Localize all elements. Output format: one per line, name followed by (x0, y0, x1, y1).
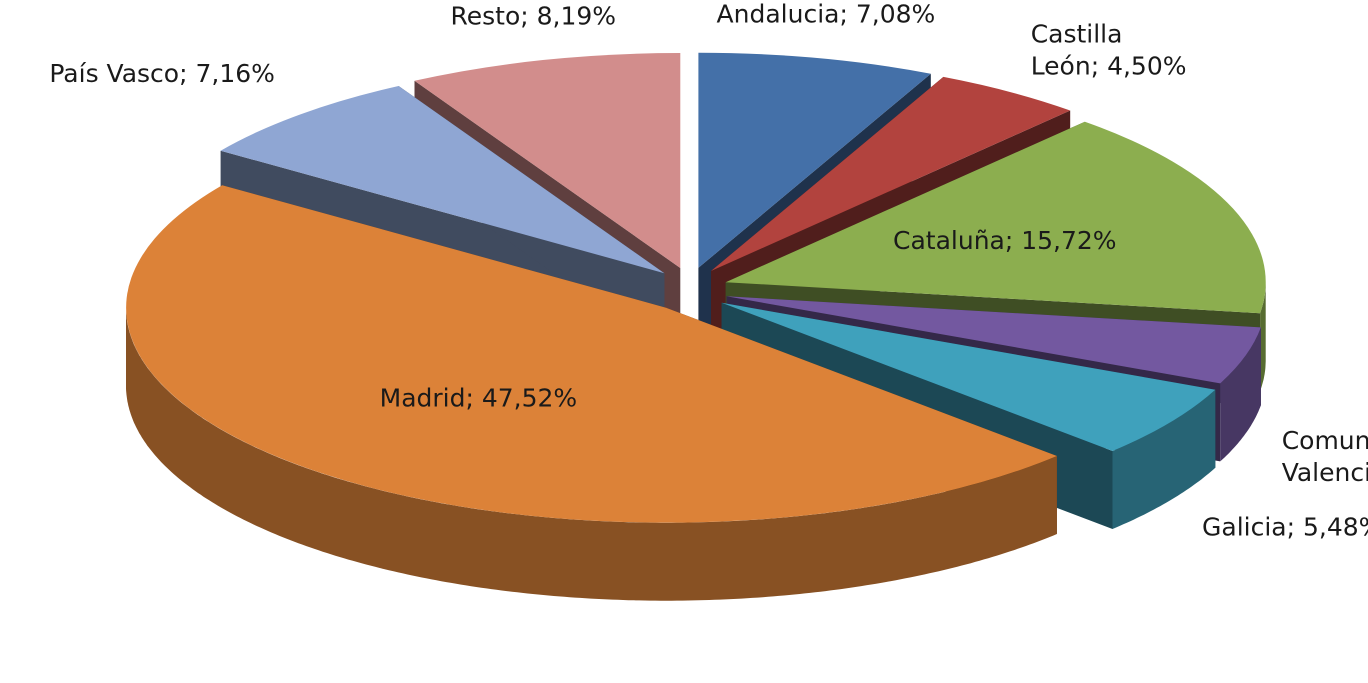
slice (726, 296, 1261, 384)
data-label: Andalucia; 7,08% (717, 0, 936, 28)
slice-wall (1260, 283, 1266, 392)
slice (220, 86, 665, 274)
data-label: ComunidadValenciana; 4,33% (1282, 426, 1368, 487)
data-label: Madrid; 47,52% (380, 383, 578, 412)
slice (725, 121, 1266, 314)
slice (711, 76, 1071, 272)
data-label: País Vasco; 7,16% (49, 59, 275, 88)
data-label: Castilla León; 4,50% (1031, 19, 1187, 80)
slice (126, 185, 1057, 523)
slice-wall (1220, 327, 1261, 462)
slice (414, 52, 681, 268)
slice (698, 52, 931, 268)
slice-wall (1112, 389, 1216, 529)
data-label: Resto; 8,19% (451, 2, 617, 31)
data-label: Cataluña; 15,72% (893, 226, 1117, 255)
slice (721, 302, 1216, 451)
slice-wall (126, 308, 1057, 601)
slice-group (126, 185, 1057, 601)
data-label: Galicia; 5,48% (1202, 513, 1368, 542)
